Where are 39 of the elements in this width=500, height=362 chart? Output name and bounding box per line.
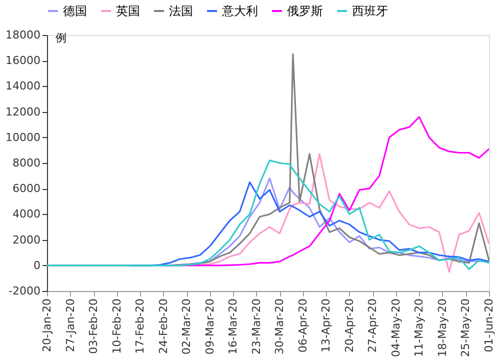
x-tick-label: 27-Jan-20 xyxy=(64,298,77,352)
legend-label: 英国 xyxy=(116,4,140,18)
x-tick-label: 27-Apr-20 xyxy=(366,298,380,353)
x-tick-label: 30-Mar-20 xyxy=(273,298,286,354)
y-tick-label: 12000 xyxy=(6,105,40,118)
x-tick-label: 16-Mar-20 xyxy=(226,298,240,354)
x-tick-label: 04-May-20 xyxy=(389,298,402,357)
x-tick-label: 20-Jan-20 xyxy=(40,298,54,352)
x-tick-label: 20-Apr-20 xyxy=(342,298,356,353)
x-tick-label: 03-Feb-20 xyxy=(87,298,100,354)
x-tick-label: 10-Feb-20 xyxy=(110,298,124,354)
y-tick-label: -2000 xyxy=(8,284,40,298)
y-tick-label: 8000 xyxy=(12,156,40,170)
x-tick-label: 01-Jun-20 xyxy=(482,298,496,352)
x-tick-label: 23-Mar-20 xyxy=(250,298,263,354)
y-axis-title: 例 xyxy=(56,32,66,44)
y-tick-label: 6000 xyxy=(12,182,40,196)
x-tick-label: 25-May-20 xyxy=(459,298,472,357)
y-tick-label: 0 xyxy=(34,258,40,272)
x-tick-label: 02-Mar-20 xyxy=(180,298,194,354)
y-tick-label: 4000 xyxy=(12,208,40,221)
legend-label: 意大利 xyxy=(221,4,258,18)
y-tick-label: 18000 xyxy=(6,28,40,42)
x-tick-label: 06-Apr-20 xyxy=(296,298,310,353)
x-tick-label: 11-May-20 xyxy=(412,298,426,357)
y-tick-label: 10000 xyxy=(6,130,40,144)
x-tick-label: 09-Mar-20 xyxy=(203,298,216,354)
y-tick-label: 14000 xyxy=(6,80,40,93)
legend-label: 德国 xyxy=(63,4,87,18)
x-tick-label: 17-Feb-20 xyxy=(134,298,147,354)
x-tick-label: 24-Feb-20 xyxy=(156,298,170,354)
y-tick-label: 16000 xyxy=(6,54,40,68)
legend-label: 法国 xyxy=(169,4,193,18)
legend-label: 西班牙 xyxy=(352,4,388,18)
line-series xyxy=(46,160,490,270)
x-tick-label: 13-Apr-20 xyxy=(320,298,333,353)
x-tick-label: 18-May-20 xyxy=(436,298,449,357)
y-tick-label: 2000 xyxy=(12,233,40,246)
legend-label: 俄罗斯 xyxy=(287,4,323,18)
